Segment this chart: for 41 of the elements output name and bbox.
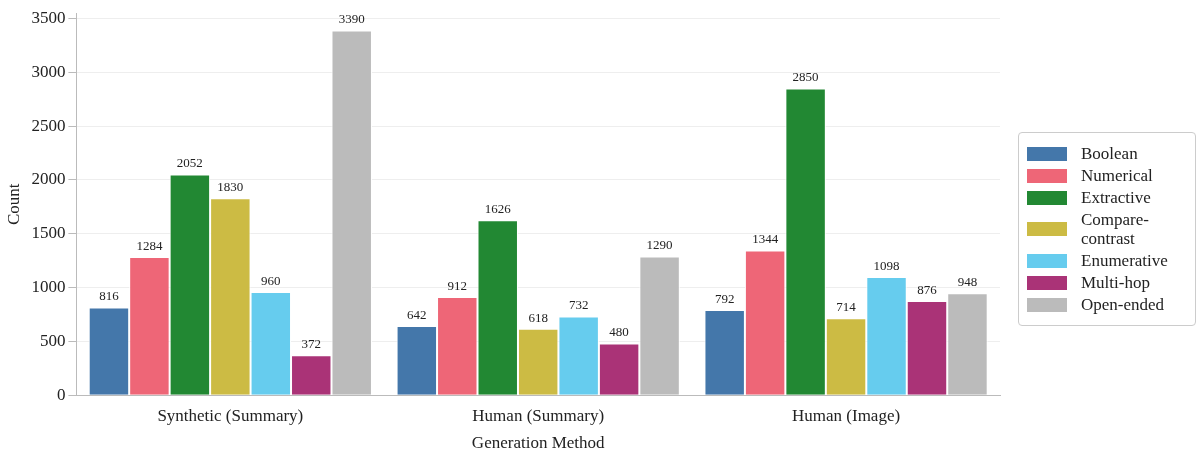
- legend-label: Numerical: [1081, 166, 1154, 185]
- data-label: 1626: [484, 201, 512, 217]
- data-label: 1290: [646, 237, 673, 253]
- legend-label: Multi-hop: [1081, 273, 1151, 292]
- y-tick-label: 2500: [31, 115, 66, 135]
- data-label: 1830: [217, 179, 244, 195]
- data-label: 960: [261, 272, 281, 288]
- y-tick-label: 1500: [31, 223, 66, 243]
- data-label: 876: [917, 281, 938, 297]
- data-label: 732: [568, 297, 589, 313]
- x-tick-label: Human (Summary): [472, 405, 605, 425]
- legend-label: Compare-contrast: [1081, 210, 1150, 248]
- legend-label: Boolean: [1081, 144, 1139, 163]
- data-label: 372: [301, 336, 322, 352]
- data-label: 912: [447, 277, 468, 293]
- data-label: 1344: [752, 231, 779, 247]
- y-tick-label: 2000: [31, 169, 66, 189]
- legend-label: Extractive: [1081, 188, 1152, 207]
- legend-label: Open-ended: [1081, 295, 1166, 314]
- x-tick-label: Human (Image): [792, 405, 901, 425]
- data-label: 714: [836, 299, 857, 315]
- data-label: 1284: [136, 237, 163, 253]
- y-tick-label: 500: [39, 330, 66, 350]
- data-label: 642: [407, 307, 427, 323]
- data-label: 1098: [873, 257, 900, 273]
- data-label: 948: [957, 274, 978, 290]
- data-label: 3390: [338, 11, 365, 27]
- data-label: 480: [609, 324, 629, 340]
- data-label: 816: [99, 288, 120, 304]
- y-axis-title: Count: [3, 183, 23, 225]
- x-axis-title: Generation Method: [471, 433, 606, 453]
- y-tick-label: 1000: [31, 277, 66, 297]
- y-tick-label: 3500: [31, 8, 66, 28]
- data-label: 2850: [792, 69, 819, 85]
- x-tick-label: Synthetic (Summary): [157, 405, 304, 425]
- data-label: 618: [528, 309, 548, 325]
- data-label: 792: [714, 290, 735, 306]
- legend-label: Enumerative: [1081, 251, 1169, 270]
- y-tick-label: 0: [56, 384, 66, 404]
- data-label: 2052: [176, 155, 203, 171]
- y-tick-label: 3000: [31, 61, 66, 81]
